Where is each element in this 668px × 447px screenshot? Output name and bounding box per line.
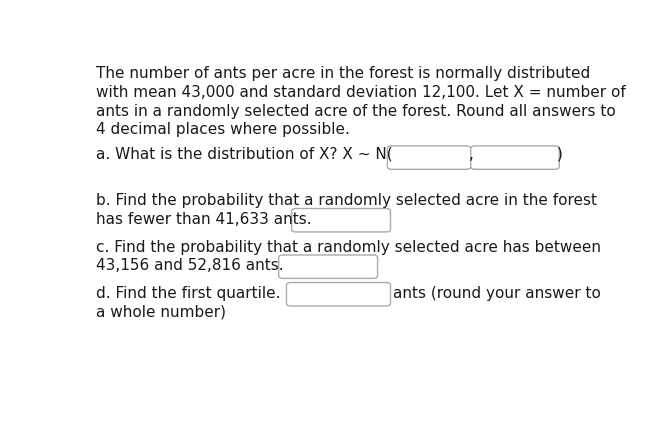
Text: 4 decimal places where possible.: 4 decimal places where possible. <box>96 122 350 138</box>
Text: d. Find the first quartile.: d. Find the first quartile. <box>96 286 281 301</box>
Text: a. What is the distribution of X? X ~ N(: a. What is the distribution of X? X ~ N( <box>96 147 393 161</box>
FancyBboxPatch shape <box>287 283 391 306</box>
FancyBboxPatch shape <box>292 209 391 232</box>
Text: has fewer than 41,633 ants.: has fewer than 41,633 ants. <box>96 212 312 227</box>
Text: a whole number): a whole number) <box>96 305 226 320</box>
FancyBboxPatch shape <box>279 255 377 278</box>
Text: ): ) <box>557 147 563 161</box>
Text: The number of ants per acre in the forest is normally distributed: The number of ants per acre in the fores… <box>96 66 591 81</box>
Text: ants (round your answer to: ants (round your answer to <box>393 286 601 301</box>
Text: b. Find the probability that a randomly selected acre in the forest: b. Find the probability that a randomly … <box>96 193 597 208</box>
Text: ants in a randomly selected acre of the forest. Round all answers to: ants in a randomly selected acre of the … <box>96 104 616 118</box>
FancyBboxPatch shape <box>387 146 471 169</box>
FancyBboxPatch shape <box>471 146 559 169</box>
Text: 43,156 and 52,816 ants.: 43,156 and 52,816 ants. <box>96 258 284 274</box>
Text: c. Find the probability that a randomly selected acre has between: c. Find the probability that a randomly … <box>96 240 601 254</box>
Text: ,: , <box>469 147 474 161</box>
Text: with mean 43,000 and standard deviation 12,100. Let X = number of: with mean 43,000 and standard deviation … <box>96 84 626 100</box>
